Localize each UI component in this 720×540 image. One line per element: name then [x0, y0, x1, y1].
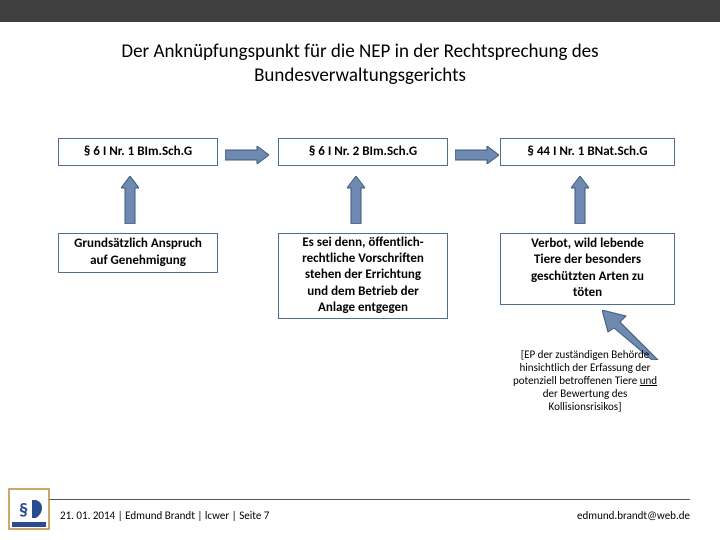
note-l5: Kollisionsrisikos]: [492, 400, 678, 413]
note-l4: der Bewertung des: [492, 387, 678, 400]
box-mid-2: Es sei denn, öffentlich- rechtliche Vors…: [278, 233, 448, 319]
footer-line: [30, 499, 690, 500]
box-top-1: § 6 I Nr. 1 BIm.Sch.G: [58, 138, 218, 166]
note-l3: potenziell betroffenen Tiere und: [492, 374, 678, 387]
title-line-2: Bundesverwaltungsgerichts: [40, 64, 680, 88]
box-mid-1-l2: auf Genehmigung: [74, 253, 202, 269]
arrow-h-1: [225, 146, 269, 164]
box-mid-2-l5: Anlage entgegen: [302, 300, 424, 316]
box-mid-1-l1: Grundsätzlich Anspruch: [74, 236, 202, 252]
box-mid-3-l4: töten: [531, 285, 644, 301]
box-top-3-text: § 44 I Nr. 1 BNat.Sch.G: [527, 144, 647, 159]
box-top-2: § 6 I Nr. 2 BIm.Sch.G: [278, 138, 448, 166]
box-mid-2-l4: und dem Betrieb der: [302, 284, 424, 300]
box-mid-1: Grundsätzlich Anspruch auf Genehmigung: [58, 233, 218, 273]
box-mid-3-l3: geschützten Arten zu: [531, 269, 644, 285]
note-l1: [EP der zuständigen Behörde: [492, 348, 678, 361]
arrow-v-3: [571, 176, 589, 224]
diagram: § 6 I Nr. 1 BIm.Sch.G § 6 I Nr. 2 BIm.Sc…: [0, 98, 720, 428]
box-mid-3-l2: Tiere der besonders: [531, 252, 644, 268]
box-mid-2-l1: Es sei denn, öffentlich-: [302, 235, 424, 251]
box-mid-2-l2: rechtliche Vorschriften: [302, 251, 424, 267]
title-line-1: Der Anknüpfungspunkt für die NEP in der …: [40, 40, 680, 64]
arrow-v-2: [347, 176, 365, 224]
footer-right: edmund.brandt@web.de: [577, 509, 690, 522]
arrow-h-2: [455, 146, 499, 164]
footer: 21. 01. 2014 | Edmund Brandt | lcwer | S…: [0, 509, 720, 522]
box-top-1-text: § 6 I Nr. 1 BIm.Sch.G: [84, 144, 192, 159]
footer-left: 21. 01. 2014 | Edmund Brandt | lcwer | S…: [60, 509, 269, 522]
note-box: [EP der zuständigen Behörde hinsichtlich…: [490, 346, 680, 416]
box-top-3: § 44 I Nr. 1 BNat.Sch.G: [500, 138, 675, 166]
arrow-v-1: [121, 176, 139, 224]
box-mid-2-l3: stehen der Errichtung: [302, 267, 424, 283]
header-bar: [0, 0, 720, 22]
box-mid-3-l1: Verbot, wild lebende: [531, 236, 644, 252]
box-mid-3: Verbot, wild lebende Tiere der besonders…: [500, 233, 675, 305]
box-top-2-text: § 6 I Nr. 2 BIm.Sch.G: [309, 144, 417, 159]
title-area: Der Anknüpfungspunkt für die NEP in der …: [0, 22, 720, 98]
note-l2: hinsichtlich der Erfassung der: [492, 361, 678, 374]
